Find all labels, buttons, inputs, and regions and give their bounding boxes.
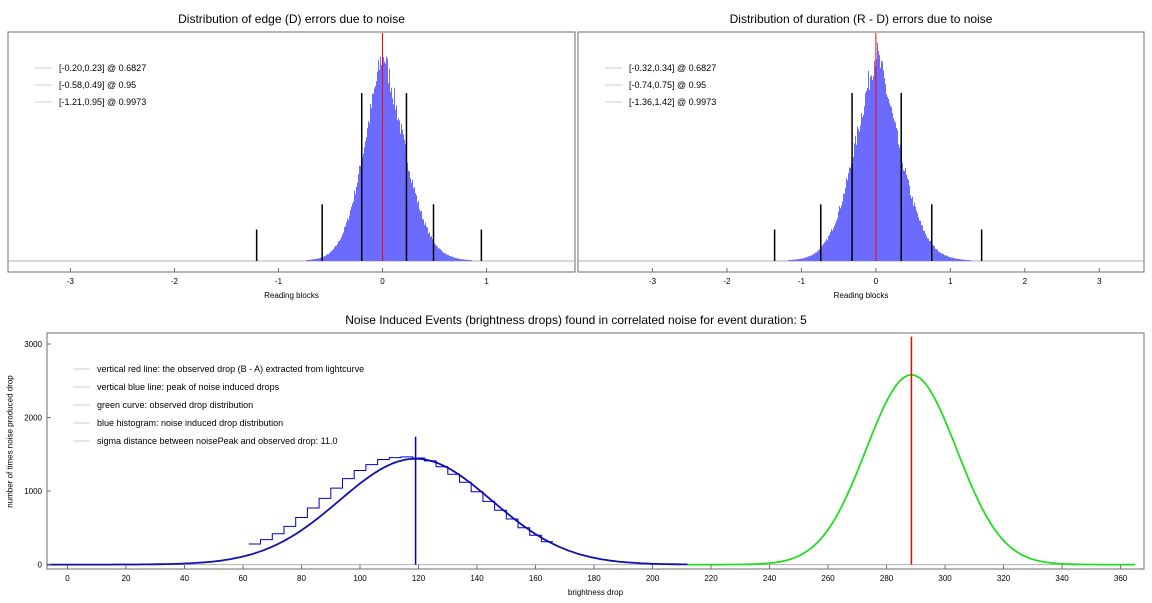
chart3-step-histogram xyxy=(248,456,554,545)
chart3-xtick-label: 280 xyxy=(880,574,894,583)
chart1-plot-frame xyxy=(7,31,576,273)
chart2-xlabel: Reading blocks xyxy=(833,291,889,300)
chart3-xtick-label: 300 xyxy=(938,574,952,583)
chart2-xtick-label: 1 xyxy=(948,277,953,286)
chart1-legend-entry: [-0.58,0.49] @ 0.95 xyxy=(59,80,136,90)
chart3-xtick-label: 160 xyxy=(529,574,543,583)
chart3-xtick-label: 320 xyxy=(997,574,1011,583)
chart2-xtick-label: -3 xyxy=(649,277,657,286)
chart3-xtick-label: 60 xyxy=(239,574,248,583)
chart3-xtick-label: 220 xyxy=(704,574,718,583)
chart1-legend-entry: [-1.21,0.95] @ 0.9973 xyxy=(59,97,146,107)
chart3-xtick-label: 340 xyxy=(1055,574,1069,583)
chart3-xtick-label: 80 xyxy=(297,574,306,583)
chart1-plot: -3 -2 -1 0 1 [-0.20,0.23] @ 0.6827 [-0.58,0.49… xyxy=(8,33,575,286)
chart3-legend-entry: vertical blue line: peak of noise induce… xyxy=(97,382,280,392)
chart2-plot: -3 -2 -1 0 1 2 3 [-0.32,0.34] @ 0.6827 [-0.74,0.… xyxy=(578,33,1144,286)
chart3-legend-entry: vertical red line: the observed drop (B … xyxy=(97,364,364,374)
chart2-xtick-label: -2 xyxy=(723,277,731,286)
chart3-legend-entry: sigma distance between noisePeak and obs… xyxy=(97,436,338,446)
chart2-legend-entry: [-0.74,0.75] @ 0.95 xyxy=(629,80,706,90)
chart3-xtick-label: 20 xyxy=(122,574,131,583)
chart3-ytick-label: 1000 xyxy=(24,487,42,496)
chart3-xtick-label: 200 xyxy=(646,574,660,583)
chart3-xtick-label: 360 xyxy=(1114,574,1128,583)
chart3-legend-entry: blue histogram: noise induced drop distr… xyxy=(97,418,283,428)
chart3-legend-entry: green curve: observed drop distribution xyxy=(97,400,253,410)
chart1-xlabel: Reading blocks xyxy=(264,291,319,300)
chart3-xtick-label: 240 xyxy=(763,574,777,583)
chart3-blue-curve xyxy=(47,457,688,566)
chart1-xtick-label: 1 xyxy=(484,277,489,286)
chart3-xtick-label: 120 xyxy=(412,574,426,583)
chart3-xtick-label: 260 xyxy=(821,574,835,583)
chart3-xtick-label: 140 xyxy=(470,574,484,583)
chart1-xtick-label: -2 xyxy=(171,277,179,286)
chart3-xtick-label: 180 xyxy=(587,574,601,583)
chart3-xtick-label: 100 xyxy=(353,574,367,583)
chart3-ytick-label: 3000 xyxy=(24,340,42,349)
chart3-ytick-label: 0 xyxy=(38,561,43,570)
chart1-xtick-label: -1 xyxy=(275,277,283,286)
chart2-xtick-label: 0 xyxy=(874,277,879,286)
chart1-legend-entry: [-0.20,0.23] @ 0.6827 xyxy=(59,63,146,73)
chart3-ytick-label: 2000 xyxy=(24,414,42,423)
chart3-xtick-label: 40 xyxy=(180,574,189,583)
chart2-xtick-label: 2 xyxy=(1023,277,1028,286)
chart2-title: Distribution of duration (R - D) errors … xyxy=(729,12,993,26)
chart3-title: Noise Induced Events (brightness drops) … xyxy=(345,313,807,327)
chart2-xtick-label: -1 xyxy=(798,277,806,286)
chart3-xlabel: brightness drop xyxy=(567,588,624,597)
chart1-title: Distribution of edge (D) errors due to n… xyxy=(178,12,405,26)
chart2-xtick-label: 3 xyxy=(1097,277,1102,286)
chart1-histogram xyxy=(306,50,472,261)
chart1-xtick-label: -3 xyxy=(67,277,75,286)
chart3-plot: 0 20 40 60 80 100 120 140 160 180 200 220 240 260 280 3… xyxy=(24,336,1136,583)
chart3-xtick-label: 0 xyxy=(65,574,70,583)
chart2-legend-entry: [-0.32,0.34] @ 0.6827 xyxy=(629,63,716,73)
chart3-plot-frame xyxy=(46,332,1145,570)
chart2-legend-entry: [-1.36,1.42] @ 0.9973 xyxy=(629,97,716,107)
chart1-xtick-label: 0 xyxy=(380,277,385,286)
